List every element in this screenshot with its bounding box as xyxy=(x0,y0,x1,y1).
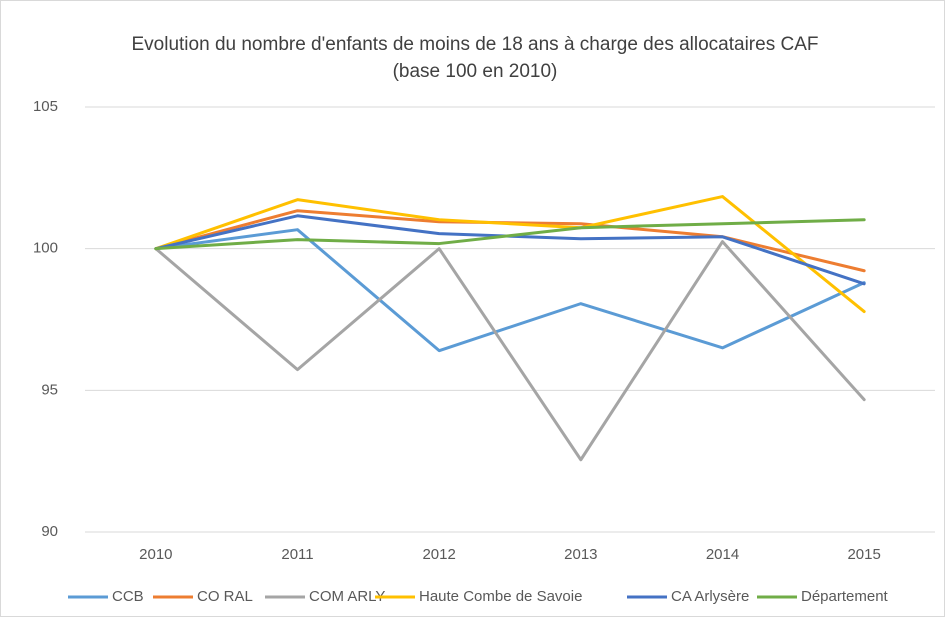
y-tick-label: 105 xyxy=(33,98,58,115)
chart-subtitle: (base 100 en 2010) xyxy=(393,61,558,82)
series-line xyxy=(154,195,866,314)
legend-label: CA Arlysère xyxy=(671,588,749,605)
x-tick-label: 2010 xyxy=(139,546,172,563)
x-tick-label: 2012 xyxy=(422,546,455,563)
legend-label: CCB xyxy=(112,588,144,605)
x-tick-label: 2014 xyxy=(706,546,739,563)
y-tick-label: 90 xyxy=(41,523,58,540)
x-tick-label: 2015 xyxy=(847,546,880,563)
y-tick-label: 95 xyxy=(41,381,58,398)
y-tick-label: 100 xyxy=(33,240,58,257)
series-line xyxy=(154,240,866,462)
legend-label: CO RAL xyxy=(197,588,253,605)
legend-label: COM ARLY xyxy=(309,588,385,605)
chart-title: Evolution du nombre d'enfants de moins d… xyxy=(132,34,819,55)
legend-label: Département xyxy=(801,588,889,605)
x-tick-label: 2011 xyxy=(281,546,313,563)
series-line xyxy=(154,218,866,251)
series-line xyxy=(154,228,866,353)
x-tick-label: 2013 xyxy=(564,546,597,563)
legend-label: Haute Combe de Savoie xyxy=(419,588,582,605)
